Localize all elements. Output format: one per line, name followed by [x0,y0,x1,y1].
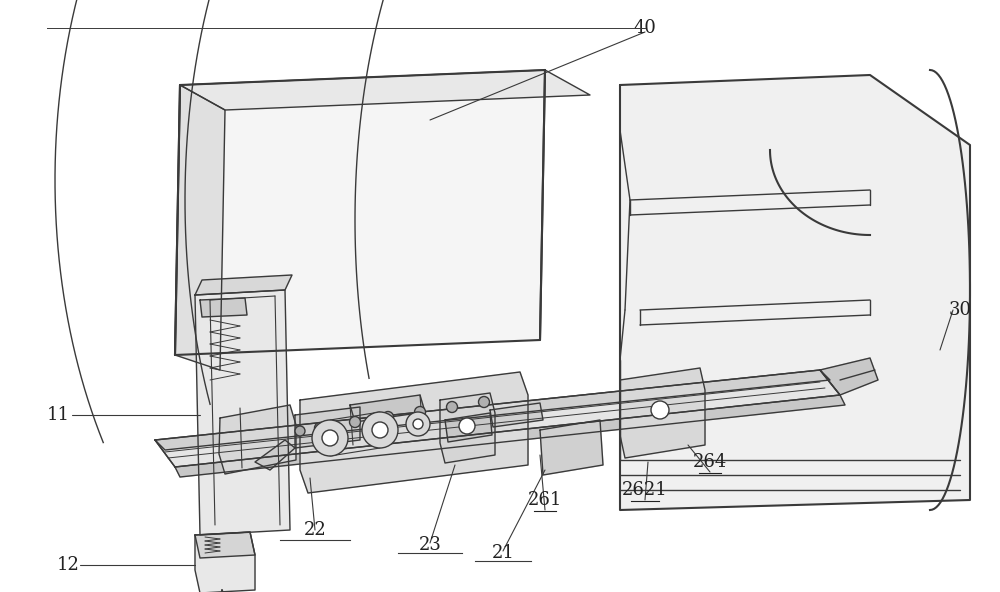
Polygon shape [255,440,295,470]
Polygon shape [300,372,528,493]
Polygon shape [195,532,255,558]
Polygon shape [445,413,492,442]
Polygon shape [620,368,705,458]
Circle shape [651,401,669,419]
Circle shape [413,419,423,429]
Circle shape [295,426,305,436]
Polygon shape [180,70,590,110]
Polygon shape [175,70,545,355]
Polygon shape [540,420,603,475]
Text: 23: 23 [419,536,441,554]
Circle shape [322,430,338,446]
Text: 261: 261 [528,491,562,509]
Polygon shape [155,370,830,450]
Text: 30: 30 [948,301,972,319]
Polygon shape [195,532,255,592]
Text: 2621: 2621 [622,481,668,499]
Circle shape [362,412,398,448]
Polygon shape [820,358,878,395]
Circle shape [446,401,458,413]
Text: 21: 21 [492,544,514,562]
Circle shape [350,417,360,427]
Circle shape [314,423,326,433]
Polygon shape [350,395,425,422]
Polygon shape [175,395,845,477]
Text: 11: 11 [46,406,70,424]
Circle shape [312,420,348,456]
Circle shape [406,412,430,436]
Polygon shape [200,298,247,317]
Circle shape [415,407,426,417]
Text: 40: 40 [634,19,656,37]
Text: 22: 22 [304,521,326,539]
Polygon shape [440,393,495,463]
Polygon shape [195,290,290,535]
Polygon shape [490,403,543,427]
Polygon shape [175,85,225,370]
Circle shape [382,411,394,423]
Circle shape [372,422,388,438]
Circle shape [479,397,490,407]
Polygon shape [295,407,360,448]
Text: 264: 264 [693,453,727,471]
Circle shape [459,418,475,434]
Polygon shape [219,405,296,474]
Polygon shape [620,75,970,510]
Text: 12: 12 [57,556,79,574]
Polygon shape [155,370,840,467]
Polygon shape [195,275,292,295]
